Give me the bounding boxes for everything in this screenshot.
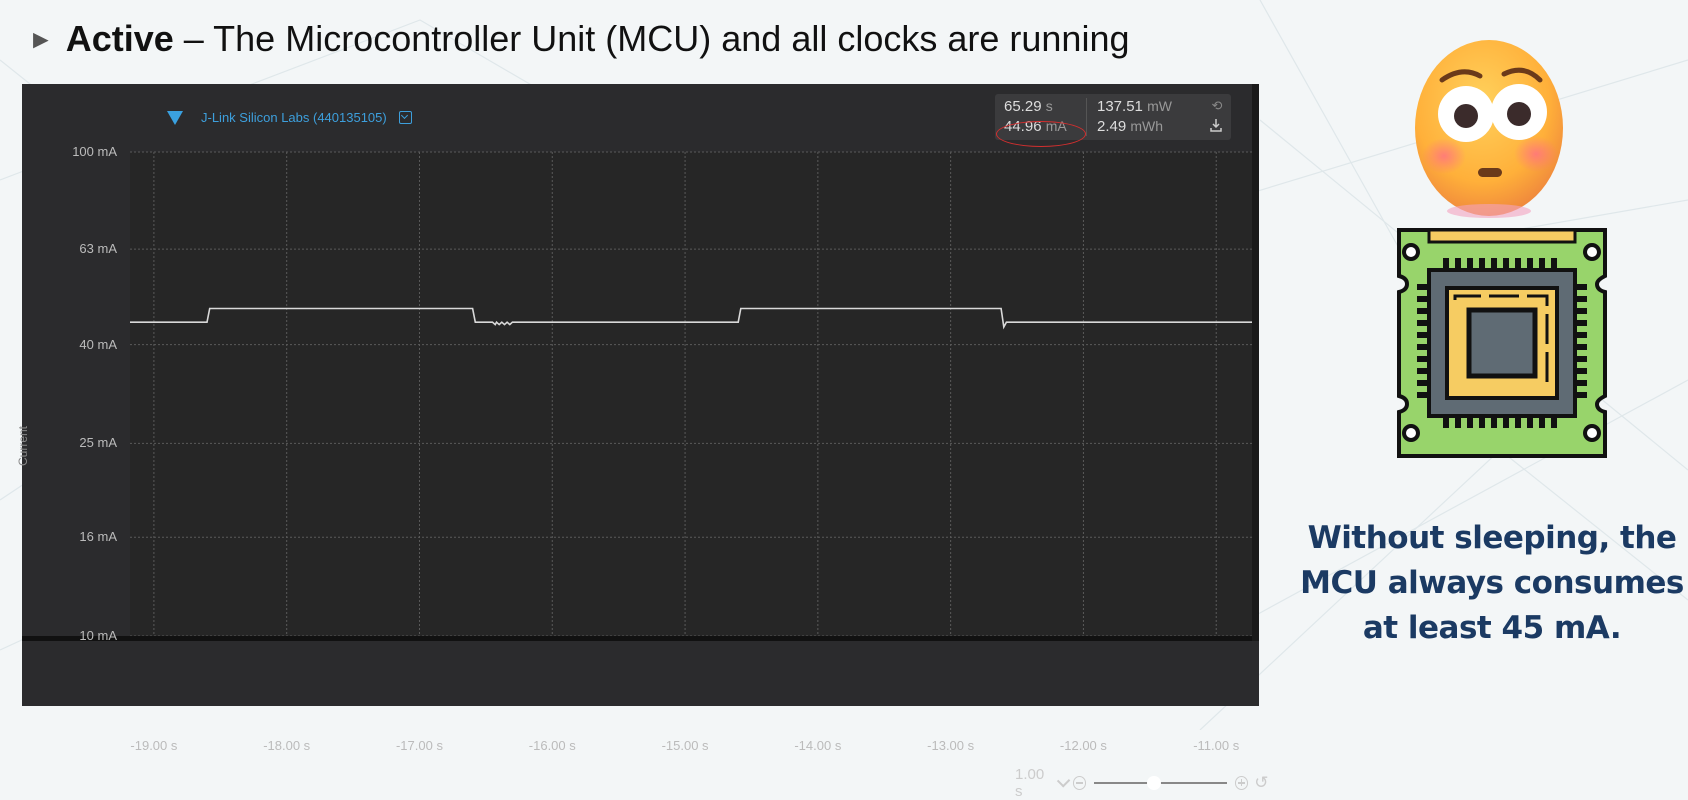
- stat-energy: 2.49 mWh: [1097, 118, 1163, 135]
- caption-line: MCU always consumes: [1300, 565, 1684, 601]
- zoom-out-icon[interactable]: [1072, 776, 1087, 790]
- y-tick-label: 16 mA: [79, 529, 117, 545]
- y-tick-label: 25 mA: [79, 435, 117, 451]
- caption-line: at least 45 mA.: [1362, 610, 1622, 646]
- x-tick-label: -13.00 s: [927, 738, 975, 753]
- current-chart: [22, 84, 1259, 641]
- device-selector[interactable]: J-Link Silicon Labs (440135105): [167, 110, 412, 125]
- y-tick-label: 10 mA: [79, 628, 117, 643]
- dropdown-icon[interactable]: [398, 111, 412, 124]
- current-trace-line: [130, 307, 1259, 330]
- x-tick-label: -11.00 s: [1193, 738, 1240, 753]
- slide-title: ► Active – The Microcontroller Unit (MCU…: [28, 14, 1129, 64]
- zoom-slider[interactable]: [1094, 775, 1227, 791]
- title-text: – The Microcontroller Unit (MCU) and all…: [173, 18, 1130, 59]
- zoom-select[interactable]: 1.00 s: [1015, 766, 1073, 800]
- zoom-controls: 1.00 s ↺: [1015, 766, 1268, 800]
- energy-profiler-panel: J-Link Silicon Labs (440135105) 65.29 s …: [16, 84, 1268, 800]
- zoom-value: 1.00 s: [1015, 766, 1045, 800]
- chevron-down-icon: [1057, 774, 1071, 788]
- reset-zoom-icon[interactable]: ↺: [1254, 773, 1269, 792]
- bullet-triangle-icon: ►: [28, 23, 54, 54]
- stat-power-unit: mW: [1147, 98, 1172, 114]
- x-tick-label: -12.00 s: [1059, 738, 1107, 753]
- panel-right-edge: [1252, 84, 1259, 641]
- download-icon[interactable]: [1209, 118, 1225, 134]
- stats-divider: [1086, 98, 1087, 136]
- y-axis-title: Current: [16, 425, 30, 466]
- title-bold: Active: [65, 18, 174, 59]
- microchip-board-icon: [1397, 228, 1607, 458]
- y-tick-label: 40 mA: [79, 336, 117, 352]
- stat-energy-unit: mWh: [1130, 118, 1164, 134]
- x-tick-label: -17.00 s: [395, 738, 443, 753]
- timeline-bar: [22, 636, 1259, 641]
- x-tick-label: -14.00 s: [794, 738, 842, 753]
- x-tick-label: -18.00 s: [263, 738, 311, 753]
- zoom-in-icon[interactable]: [1234, 776, 1249, 790]
- undo-icon[interactable]: ⟲: [1211, 98, 1223, 113]
- caption-line: Without sleeping, the: [1307, 520, 1677, 556]
- stat-time-unit: s: [1045, 98, 1053, 114]
- collapse-triangle-icon[interactable]: [167, 110, 183, 125]
- x-tick-label: -19.00 s: [130, 738, 178, 753]
- x-tick-label: -16.00 s: [528, 738, 576, 753]
- stat-time-value: 65.29: [1004, 98, 1042, 115]
- x-tick-label: -15.00 s: [661, 738, 709, 753]
- stat-power: 137.51 mW: [1097, 98, 1172, 115]
- download-glyph: [1210, 119, 1222, 132]
- device-label: J-Link Silicon Labs (440135105): [201, 110, 387, 125]
- current-highlight-ellipse: [996, 121, 1086, 147]
- caption-text: Without sleeping, the MCU always consume…: [1300, 516, 1684, 651]
- stat-time: 65.29 s: [1004, 98, 1053, 115]
- stat-power-value: 137.51: [1097, 98, 1143, 115]
- zoom-slider-knob[interactable]: [1146, 776, 1161, 790]
- y-tick-label: 100 mA: [72, 144, 117, 159]
- plot-area: [130, 152, 1259, 636]
- stat-energy-value: 2.49: [1097, 118, 1127, 135]
- flushed-face-emoji-icon: [1415, 40, 1563, 218]
- y-tick-label: 63 mA: [79, 241, 117, 257]
